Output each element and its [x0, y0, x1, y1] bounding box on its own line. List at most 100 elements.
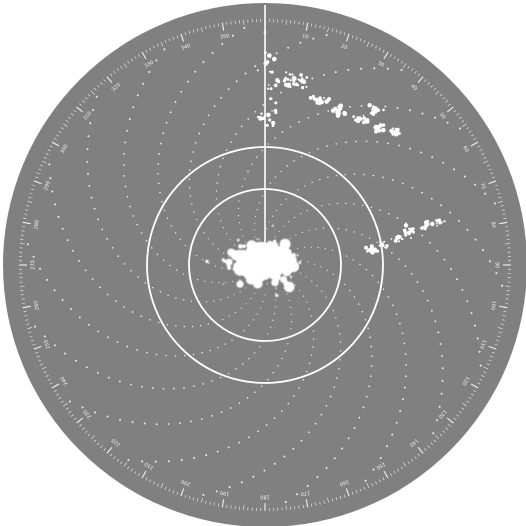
clutter-echo — [236, 259, 242, 266]
bearing-label: 290 — [43, 180, 52, 191]
clutter-echo — [246, 274, 251, 278]
trail-dot — [268, 221, 270, 223]
contact-echo — [299, 73, 303, 77]
trail-dot — [290, 328, 292, 330]
trail-dot — [93, 411, 97, 414]
bearing-tick — [70, 414, 74, 417]
contact-echo — [406, 231, 408, 234]
trail-dot — [243, 26, 246, 29]
clutter-echo — [284, 260, 287, 262]
trail-dot — [274, 137, 276, 139]
trail-dot — [228, 486, 231, 489]
bearing-tick — [28, 331, 32, 334]
trail-dot — [127, 458, 130, 462]
trail-dot — [174, 100, 177, 103]
trail-dot — [265, 424, 268, 426]
bearing-tick — [468, 130, 472, 133]
bearing-tick — [26, 323, 30, 325]
bearing-tick — [375, 481, 377, 485]
sweep-trail — [122, 48, 240, 284]
bearing-tick — [43, 156, 47, 159]
trail-dot — [88, 185, 91, 187]
trail-dot — [245, 287, 247, 289]
contact-echo — [268, 84, 270, 86]
bearing-tick — [430, 84, 434, 88]
trail-dot — [66, 239, 69, 242]
contact-echo — [392, 127, 395, 130]
bearing-tick — [217, 503, 219, 507]
trail-dot — [240, 125, 243, 128]
trail-dot — [349, 105, 351, 108]
trail-dot — [163, 48, 166, 51]
bearing-tick — [180, 33, 185, 42]
bearing-tick — [49, 382, 53, 385]
trail-dot — [240, 307, 242, 309]
bearing-tick — [483, 160, 489, 164]
sweep-trail — [274, 202, 482, 367]
trail-dot — [440, 204, 443, 207]
trail-dot — [361, 233, 363, 236]
bearing-tick — [481, 153, 485, 155]
contact-echo — [422, 225, 426, 230]
trail-dot — [146, 351, 148, 354]
trail-dot — [473, 324, 476, 327]
contact-echo — [284, 76, 288, 80]
clutter-echo — [225, 258, 233, 266]
bearing-tick — [488, 345, 497, 350]
trail-dot — [308, 308, 310, 310]
contact-echo — [369, 244, 374, 249]
bearing-tick — [500, 205, 504, 207]
bearing-tick — [410, 68, 414, 72]
trail-dot — [241, 185, 243, 187]
trail-dot — [191, 203, 193, 206]
trail-dot — [220, 96, 222, 99]
trail-dot — [201, 352, 203, 354]
trail-dot — [365, 268, 368, 271]
bearing-tick — [58, 397, 62, 400]
contact-echo — [430, 221, 435, 226]
clutter-echo — [267, 240, 273, 247]
contact-echo — [337, 108, 340, 112]
trail-dot — [362, 406, 365, 409]
trail-dot — [194, 141, 197, 144]
bearing-tick — [180, 488, 185, 497]
trail-dot — [434, 320, 437, 323]
trail-dot — [353, 173, 356, 175]
bearing-tick — [32, 184, 36, 187]
trail-dot — [293, 160, 295, 162]
trail-dot — [335, 174, 338, 177]
clutter-echo — [279, 266, 282, 268]
trail-dot — [274, 306, 276, 308]
clutter-echo — [266, 283, 268, 285]
bearing-tick — [355, 36, 358, 40]
trail-dot — [235, 80, 238, 83]
bearing-tick — [382, 49, 385, 53]
bearing-tick — [494, 184, 498, 187]
trail-dot — [243, 330, 245, 332]
trail-dot — [474, 183, 477, 186]
trail-dot — [96, 371, 99, 374]
bearing-tick — [192, 497, 195, 501]
trail-dot — [372, 468, 375, 471]
bearing-label: 30 — [376, 60, 385, 68]
bearing-tick — [488, 180, 497, 185]
trail-dot — [313, 263, 316, 265]
clutter-echo — [289, 275, 293, 279]
trail-dot — [332, 273, 335, 276]
trail-dot — [48, 163, 51, 166]
contact-echo — [293, 76, 297, 81]
trail-dot — [363, 173, 365, 176]
bearing-tick — [397, 58, 400, 62]
contact-echo — [378, 243, 382, 247]
trail-dot — [163, 209, 166, 211]
trail-dot — [367, 327, 369, 330]
trail-dot — [272, 319, 274, 322]
bearing-label: 40 — [409, 83, 418, 92]
trail-dot — [224, 343, 226, 345]
contact-echo — [271, 110, 273, 112]
trail-dot — [190, 160, 192, 162]
trail-dot — [74, 359, 77, 362]
trail-dot — [369, 375, 372, 378]
trail-dot — [256, 313, 258, 315]
bearing-tick — [25, 319, 29, 321]
